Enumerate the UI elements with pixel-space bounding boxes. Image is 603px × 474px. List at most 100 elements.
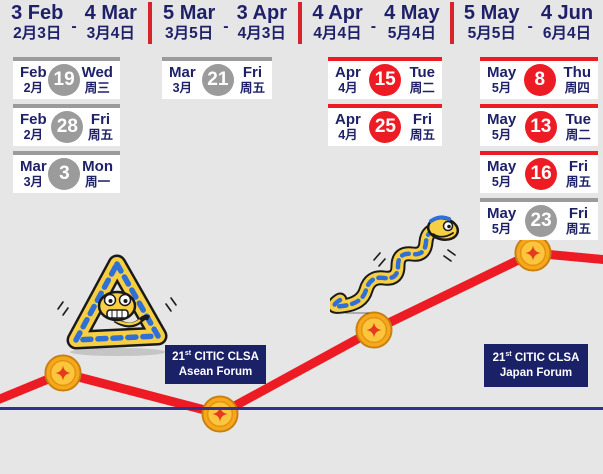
- period-end: 4 Mar 3月4日: [85, 3, 137, 42]
- day-circle: 19: [48, 64, 81, 96]
- card-weekday-en: Fri: [568, 158, 589, 176]
- card-month-en: Apr: [335, 64, 361, 82]
- day-circle: 3: [48, 158, 81, 190]
- period-end: 3 Apr 4月3日: [237, 3, 287, 42]
- period-end-cn: 5月4日: [387, 24, 436, 42]
- asean-forum-label: 21st CITIC CLSA Asean Forum: [165, 345, 266, 384]
- day-circle: 23: [525, 205, 558, 237]
- day-number: 13: [530, 116, 552, 137]
- card-weekday-cn: 周五: [565, 221, 591, 236]
- card-weekday: Fri 周五: [410, 112, 435, 142]
- period-start-en: 4 Apr: [312, 2, 363, 24]
- date-card: May 5月 23 Fri 周五: [480, 198, 598, 240]
- card-weekday-en: Fri: [568, 205, 589, 223]
- period-range-3: 4 Apr 4月4日 - 4 May 5月4日: [302, 0, 450, 50]
- card-month-cn: 4月: [338, 80, 358, 95]
- card-weekday-cn: 周五: [565, 174, 591, 189]
- card-month-cn: 5月: [491, 174, 512, 189]
- period-end: 4 May 5月4日: [384, 3, 440, 42]
- card-month: May 5月: [487, 65, 516, 95]
- period-dash: -: [527, 18, 533, 35]
- card-month-en: May: [487, 158, 517, 176]
- period-dash: -: [223, 18, 229, 35]
- card-weekday-cn: 周五: [239, 80, 265, 95]
- day-circle: 21: [201, 64, 234, 96]
- period-divider: [298, 2, 302, 44]
- card-month-cn: 5月: [491, 80, 512, 95]
- date-card-column-3: Apr 4月 15 Tue 周二 Apr 4月 25 Fri 周五: [328, 57, 442, 146]
- card-weekday-en: Fri: [90, 111, 111, 129]
- period-end-cn: 4月3日: [237, 24, 286, 42]
- card-weekday-en: Tue: [409, 64, 435, 82]
- period-range-2: 5 Mar 3月5日 - 3 Apr 4月3日: [152, 0, 298, 50]
- card-weekday-en: Fri: [242, 64, 263, 82]
- card-weekday-cn: 周一: [85, 174, 111, 189]
- period-end-en: 4 May: [384, 2, 440, 24]
- card-weekday: Fri 周五: [88, 112, 113, 142]
- period-end-en: 4 Mar: [84, 2, 137, 24]
- card-month-cn: 2月: [23, 127, 44, 142]
- timeline-baseline: [0, 407, 603, 410]
- date-card: May 5月 13 Tue 周二: [480, 104, 598, 146]
- day-circle: 8: [523, 64, 556, 96]
- period-start-en: 3 Feb: [11, 2, 64, 24]
- day-number: 3: [59, 163, 70, 184]
- forum-title-line: 21st CITIC CLSA: [172, 349, 259, 363]
- card-month-cn: 3月: [172, 80, 193, 95]
- date-card: May 5月 16 Fri 周五: [480, 151, 598, 193]
- period-end: 4 Jun 6月4日: [541, 3, 593, 42]
- gold-coin-icon: [201, 395, 239, 433]
- period-end-cn: 3月4日: [86, 24, 135, 42]
- date-card: May 5月 8 Thu 周四: [480, 57, 598, 99]
- card-month-en: May: [487, 205, 517, 223]
- day-number: 23: [530, 210, 552, 231]
- period-range-1: 3 Feb 2月3日 - 4 Mar 3月4日: [0, 0, 148, 50]
- date-card: Feb 2月 28 Fri 周五: [13, 104, 120, 146]
- period-start: 3 Feb 2月3日: [11, 3, 63, 42]
- date-card: Apr 4月 15 Tue 周二: [328, 57, 442, 99]
- card-month: May 5月: [487, 206, 516, 236]
- card-month: Apr 4月: [335, 65, 361, 95]
- card-month-en: Mar: [20, 158, 47, 176]
- date-card: Apr 4月 25 Fri 周五: [328, 104, 442, 146]
- card-weekday-cn: 周五: [87, 127, 113, 142]
- period-range-4: 5 May 5月5日 - 4 Jun 6月4日: [454, 0, 603, 50]
- card-month-en: Apr: [335, 111, 361, 129]
- period-start: 4 Apr 4月4日: [312, 3, 362, 42]
- card-month-cn: 4月: [338, 127, 358, 142]
- card-weekday-en: Fri: [412, 111, 433, 129]
- card-month-en: Feb: [20, 64, 47, 82]
- period-divider: [148, 2, 152, 44]
- date-card: Feb 2月 19 Wed 周三: [13, 57, 120, 99]
- coin-marker: [355, 311, 393, 349]
- period-end-cn: 6月4日: [542, 24, 592, 42]
- date-card: Mar 3月 21 Fri 周五: [162, 57, 272, 99]
- date-card: Mar 3月 3 Mon 周一: [13, 151, 120, 193]
- card-month-cn: 5月: [491, 127, 512, 142]
- day-circle: 13: [524, 111, 557, 143]
- period-start-en: 5 May: [463, 2, 520, 24]
- period-divider: [450, 2, 454, 44]
- card-month-en: Mar: [169, 64, 196, 82]
- date-card-column-2: Mar 3月 21 Fri 周五: [162, 57, 272, 99]
- period-end-en: 4 Jun: [540, 2, 594, 24]
- day-number: 8: [534, 69, 546, 90]
- day-number: 28: [56, 116, 78, 137]
- date-card-column-4: May 5月 8 Thu 周四 May 5月 13 Tue 周二 May 5月 …: [480, 57, 598, 240]
- card-month: May 5月: [487, 112, 516, 142]
- card-month-cn: 2月: [23, 80, 44, 95]
- card-weekday: Fri 周五: [566, 159, 591, 189]
- day-number: 21: [207, 69, 229, 90]
- day-number: 15: [374, 69, 396, 90]
- period-end-en: 3 Apr: [236, 2, 287, 24]
- period-start-cn: 3月5日: [165, 24, 214, 42]
- card-weekday-en: Wed: [81, 64, 113, 82]
- card-month: Feb 2月: [20, 65, 47, 95]
- period-header: 3 Feb 2月3日 - 4 Mar 3月4日 5 Mar 3月5日 - 3 A…: [0, 0, 603, 50]
- card-weekday: Thu 周四: [564, 65, 592, 95]
- period-start-en: 5 Mar: [163, 2, 216, 24]
- card-weekday: Tue 周二: [565, 112, 591, 142]
- coin-marker: [201, 395, 239, 433]
- card-weekday-en: Tue: [565, 111, 591, 129]
